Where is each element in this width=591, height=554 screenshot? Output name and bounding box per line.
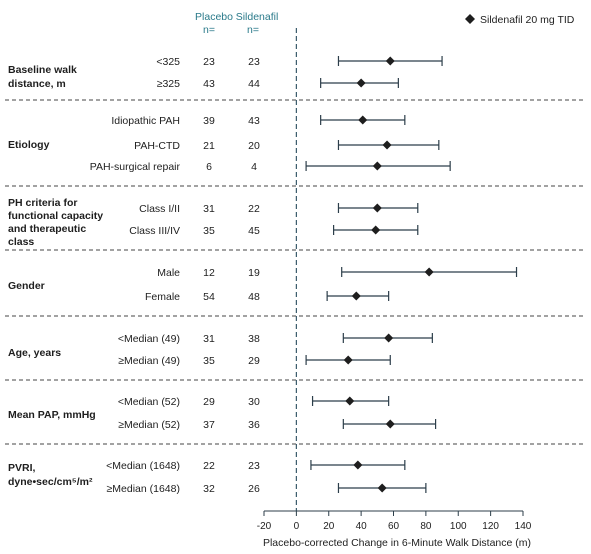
point-estimate: [351, 291, 361, 301]
group-label: Mean PAP, mmHg: [8, 409, 96, 421]
point-estimate: [384, 333, 394, 343]
sildenafil-header: Sildenafil: [236, 11, 279, 23]
subgroup-label: Female: [145, 291, 180, 303]
point-estimate: [382, 140, 392, 150]
group-label: functional capacity: [8, 210, 103, 222]
group-label: class: [8, 236, 34, 248]
point-estimate: [356, 78, 366, 88]
subgroup-label: ≥Median (52): [118, 419, 180, 431]
subgroup-label: Idiopathic PAH: [111, 115, 180, 127]
point-estimate: [343, 355, 353, 365]
placebo-n: 21: [203, 140, 215, 152]
placebo-n: 39: [203, 115, 215, 127]
group-label: PVRI,: [8, 462, 36, 474]
point-estimate: [385, 56, 395, 66]
group-label: dyne•sec/cm⁵/m²: [8, 476, 93, 488]
point-estimate: [371, 225, 381, 235]
column-header: Placebo n= Sildenafil n=: [195, 11, 278, 36]
subgroup-label: Class I/II: [139, 203, 180, 215]
placebo-n: 54: [203, 291, 215, 303]
point-estimate: [377, 483, 387, 493]
legend-label: Sildenafil 20 mg TID: [480, 14, 575, 26]
group-label: Etiology: [8, 139, 50, 151]
x-tick-label: 120: [482, 521, 499, 532]
point-estimate: [345, 396, 355, 406]
point-estimate: [424, 267, 434, 277]
sildenafil-n: 26: [248, 483, 260, 495]
sildenafil-n: 36: [248, 419, 260, 431]
sildenafil-n: 44: [248, 78, 260, 90]
placebo-n: 29: [203, 396, 215, 408]
subgroup-label: PAH-surgical repair: [90, 161, 181, 173]
placebo-n-header: n=: [203, 24, 215, 36]
placebo-n: 35: [203, 225, 215, 237]
point-estimate: [372, 161, 382, 171]
subgroup-label: <Median (49): [118, 333, 180, 345]
x-axis: Placebo-corrected Change in 6-Minute Wal…: [257, 510, 532, 549]
placebo-n: 31: [203, 203, 215, 215]
subgroup-label: Class III/IV: [129, 225, 180, 237]
subgroup-label: <325: [156, 56, 180, 68]
group-label: and therapeutic: [8, 223, 86, 235]
subgroup-label: ≥Median (1648): [107, 483, 180, 495]
sildenafil-n: 22: [248, 203, 260, 215]
group-label: distance, m: [8, 78, 66, 90]
x-tick-label: 60: [388, 521, 400, 532]
sildenafil-n: 19: [248, 267, 260, 279]
group-label: PH criteria for: [8, 197, 77, 209]
subgroup-label: ≥Median (49): [118, 355, 180, 367]
point-estimate: [372, 203, 382, 213]
subgroup-label: <Median (1648): [106, 460, 180, 472]
placebo-n: 12: [203, 267, 215, 279]
subgroup-label: PAH-CTD: [134, 140, 180, 152]
subgroup-label: <Median (52): [118, 396, 180, 408]
x-tick-label: 0: [294, 521, 300, 532]
placebo-n: 37: [203, 419, 215, 431]
sildenafil-n: 4: [251, 161, 257, 173]
legend-diamond-icon: [465, 14, 475, 24]
sildenafil-n: 23: [248, 460, 260, 472]
placebo-n: 22: [203, 460, 215, 472]
sildenafil-n: 38: [248, 333, 260, 345]
point-estimate: [385, 419, 395, 429]
sildenafil-n: 48: [248, 291, 260, 303]
x-tick-label: 80: [420, 521, 432, 532]
group-label: Age, years: [8, 347, 61, 359]
subgroup-label: ≥325: [157, 78, 180, 90]
group-label: Baseline walk: [8, 64, 77, 76]
x-tick-label: 20: [323, 521, 335, 532]
x-tick-label: -20: [257, 521, 272, 532]
legend: Sildenafil 20 mg TID: [465, 14, 575, 26]
subgroup-label: Male: [157, 267, 180, 279]
sildenafil-n-header: n=: [247, 24, 259, 36]
sildenafil-n: 30: [248, 396, 260, 408]
point-estimate: [353, 460, 363, 470]
x-tick-label: 40: [356, 521, 368, 532]
sildenafil-n: 23: [248, 56, 260, 68]
placebo-n: 32: [203, 483, 215, 495]
sildenafil-n: 20: [248, 140, 260, 152]
sildenafil-n: 29: [248, 355, 260, 367]
placebo-n: 31: [203, 333, 215, 345]
x-tick-label: 140: [515, 521, 532, 532]
sildenafil-n: 45: [248, 225, 260, 237]
placebo-n: 6: [206, 161, 212, 173]
x-tick-label: 100: [450, 521, 467, 532]
x-axis-label: Placebo-corrected Change in 6-Minute Wal…: [263, 537, 531, 549]
group-label: Gender: [8, 280, 45, 292]
point-estimate: [358, 115, 368, 125]
placebo-n: 35: [203, 355, 215, 367]
placebo-n: 23: [203, 56, 215, 68]
sildenafil-n: 43: [248, 115, 260, 127]
placebo-n: 43: [203, 78, 215, 90]
placebo-header: Placebo: [195, 11, 233, 23]
